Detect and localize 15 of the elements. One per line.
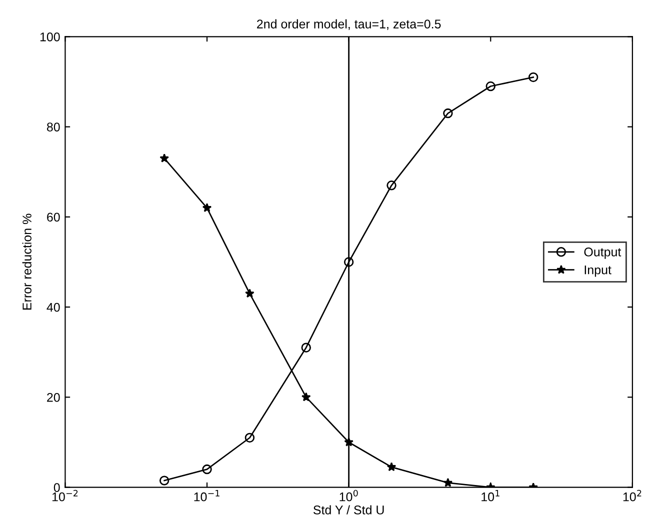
y-tick-label: 0 bbox=[54, 483, 60, 492]
y-tick-label: 80 bbox=[46, 122, 60, 132]
y-tick-label: 100 bbox=[40, 32, 60, 42]
y-tick-label: 60 bbox=[47, 212, 60, 222]
y-tick-label: 20 bbox=[47, 392, 60, 402]
legend-label: Input bbox=[584, 266, 612, 277]
chart-title: 2nd order model, tau=1, zeta=0.5 bbox=[257, 19, 441, 30]
legend-label: Output bbox=[584, 248, 622, 259]
x-tick-label: 10$^{1}$ bbox=[482, 490, 500, 502]
y-axis-title: Error reduction % bbox=[22, 214, 32, 310]
y-tick-label: 40 bbox=[46, 302, 60, 312]
x-axis-title: Std Y / Std U bbox=[313, 505, 384, 514]
x-tick-label: 10$^{0}$ bbox=[340, 490, 358, 502]
x-tick-label: 10$^{2}$ bbox=[623, 490, 642, 502]
x-tick-label: 10$^{−1}$ bbox=[194, 490, 220, 502]
